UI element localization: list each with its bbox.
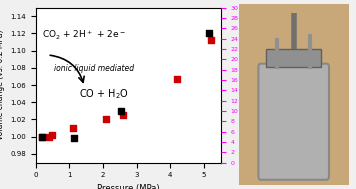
Point <box>40 135 45 138</box>
Point <box>120 114 126 117</box>
Point <box>49 133 55 136</box>
Point <box>104 118 109 121</box>
Y-axis label: ΔV(μmol⁻¹): ΔV(μmol⁻¹) <box>241 66 249 105</box>
Point <box>206 32 212 35</box>
Text: ionic liquid mediated: ionic liquid mediated <box>54 64 134 73</box>
X-axis label: Pressure (MPa): Pressure (MPa) <box>97 184 159 189</box>
Text: CO + H$_2$O: CO + H$_2$O <box>79 87 130 101</box>
Point <box>208 39 214 42</box>
Text: CO$_2$ + 2H$^+$ + 2e$^-$: CO$_2$ + 2H$^+$ + 2e$^-$ <box>42 29 126 42</box>
Point <box>40 135 45 138</box>
Point <box>46 135 52 138</box>
Point <box>119 109 124 112</box>
FancyBboxPatch shape <box>258 64 329 180</box>
Point <box>174 77 180 81</box>
Point <box>72 137 77 140</box>
Y-axis label: Volume change (vs. 0.2 MPa): Volume change (vs. 0.2 MPa) <box>0 30 5 140</box>
Point <box>70 127 75 130</box>
